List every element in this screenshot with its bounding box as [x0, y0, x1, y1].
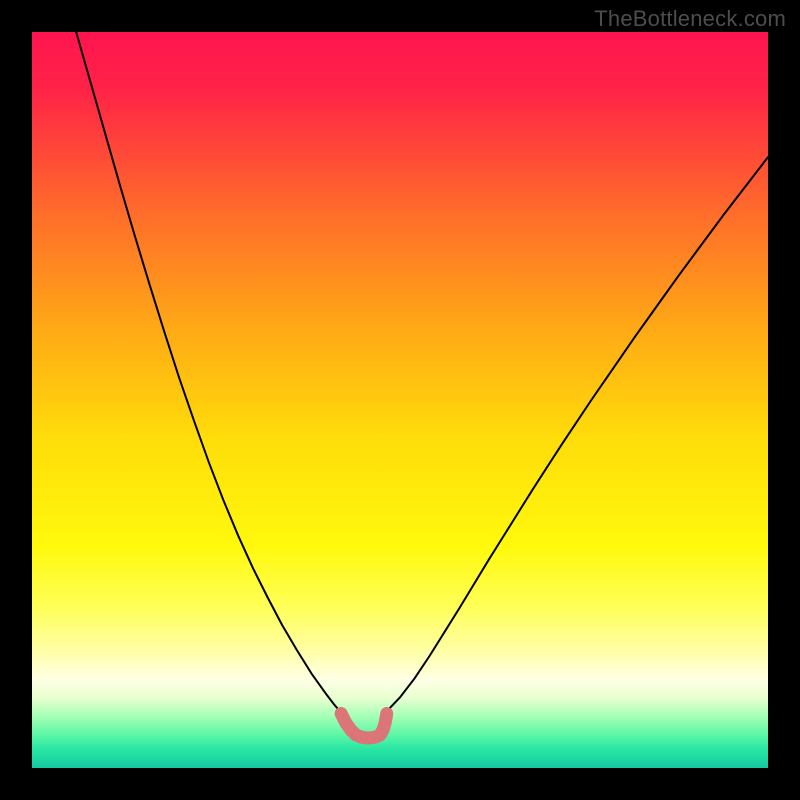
bottleneck-curve-chart: [0, 0, 800, 800]
watermark-text: TheBottleneck.com: [594, 6, 786, 32]
gradient-background: [32, 32, 768, 768]
chart-frame: TheBottleneck.com: [0, 0, 800, 800]
